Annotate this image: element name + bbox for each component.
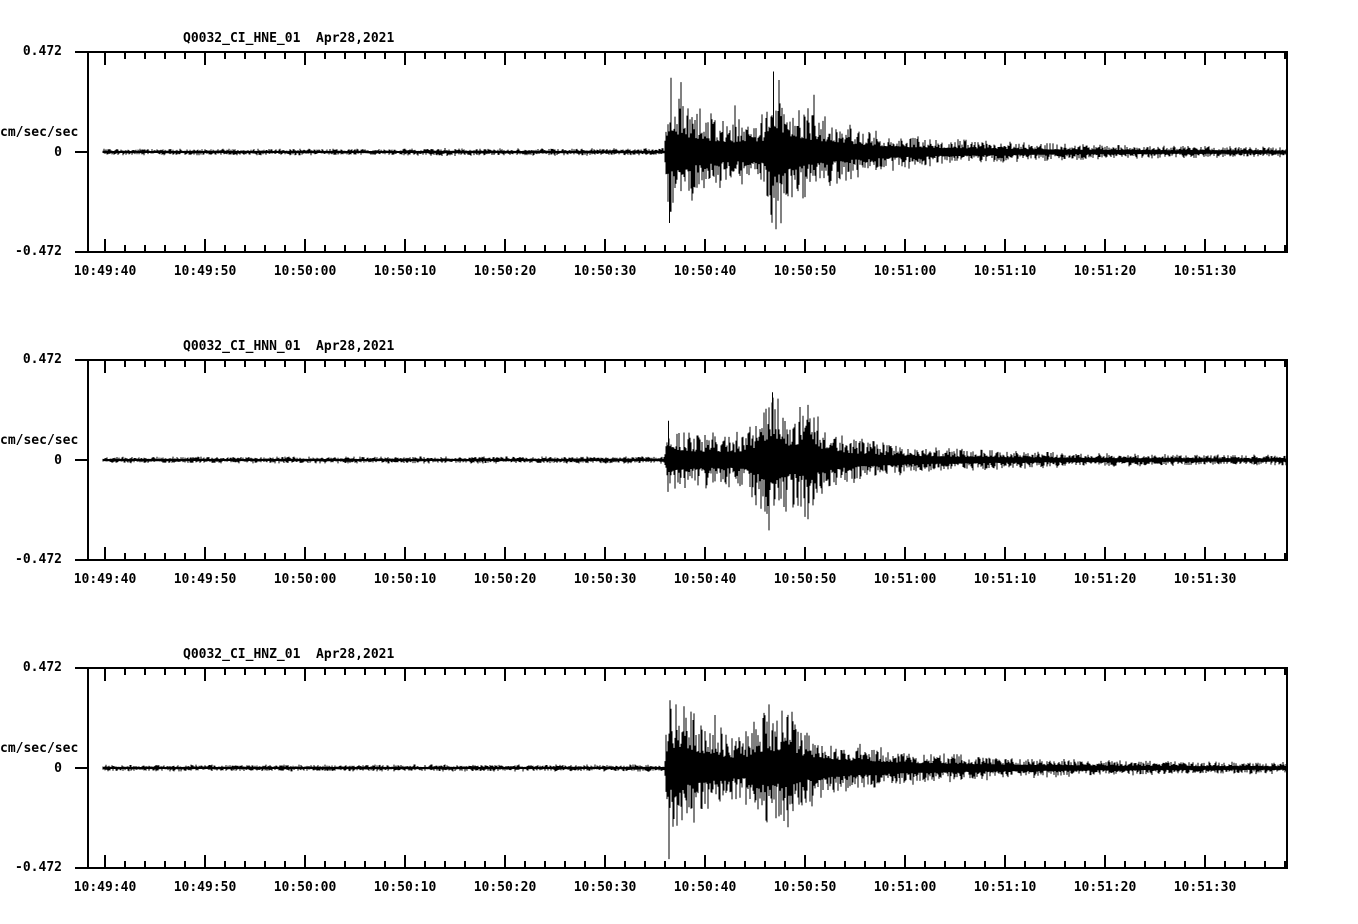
x-axis-tick-label: 10:50:00	[273, 264, 337, 279]
y-axis-zero-label: 0	[54, 453, 62, 468]
x-axis-tick-label: 10:50:30	[573, 572, 637, 587]
x-axis-tick-label: 10:50:40	[673, 880, 737, 895]
plot-title: Q0032_CI_HNN_01 Apr28,2021	[183, 339, 395, 354]
x-axis-ticks	[104, 52, 1286, 252]
waveform-trace	[102, 392, 1287, 531]
x-axis-tick-label: 10:51:20	[1073, 880, 1137, 895]
y-axis-ticks	[75, 667, 88, 869]
y-axis-zero-label: 0	[54, 761, 62, 776]
x-axis-tick-label: 10:49:50	[173, 572, 237, 587]
x-axis-tick-label: 10:49:40	[73, 880, 137, 895]
x-axis-ticks	[104, 668, 1286, 868]
y-axis-min-label: -0.472	[15, 860, 62, 875]
y-axis-max-label: 0.472	[22, 352, 62, 367]
x-axis-tick-label: 10:50:50	[773, 264, 837, 279]
x-axis-tick-label: 10:50:50	[773, 880, 837, 895]
x-axis-tick-label: 10:49:50	[173, 264, 237, 279]
panel-hnz: Q0032_CI_HNZ_01 Apr28,2021 0.472 cm/sec/…	[0, 647, 1358, 899]
x-axis-tick-label: 10:49:40	[73, 264, 137, 279]
x-axis-tick-label: 10:51:30	[1173, 264, 1237, 279]
x-axis-tick-label: 10:51:30	[1173, 572, 1237, 587]
x-axis-tick-label: 10:51:10	[973, 572, 1037, 587]
x-axis-tick-label: 10:49:40	[73, 572, 137, 587]
panel-hnn: Q0032_CI_HNN_01 Apr28,2021 0.472 cm/sec/…	[0, 339, 1358, 591]
x-axis-tick-label: 10:50:10	[373, 264, 437, 279]
x-axis-tick-label: 10:50:30	[573, 264, 637, 279]
x-axis-tick-label: 10:50:00	[273, 880, 337, 895]
y-axis-max-label: 0.472	[22, 660, 62, 675]
x-axis-tick-label: 10:50:50	[773, 572, 837, 587]
x-axis-tick-label: 10:50:20	[473, 264, 537, 279]
x-axis-tick-label: 10:50:10	[373, 880, 437, 895]
x-axis-tick-label: 10:51:10	[973, 264, 1037, 279]
x-axis-tick-label: 10:50:10	[373, 572, 437, 587]
y-axis-unit-label: cm/sec/sec	[0, 125, 79, 140]
x-axis-tick-label: 10:50:30	[573, 880, 637, 895]
y-axis-min-label: -0.472	[15, 552, 62, 567]
plot-title: Q0032_CI_HNE_01 Apr28,2021	[183, 31, 395, 46]
x-axis-tick-label: 10:51:00	[873, 880, 937, 895]
y-axis-unit-label: cm/sec/sec	[0, 741, 79, 756]
x-axis-tick-label: 10:51:00	[873, 572, 937, 587]
x-axis-tick-label: 10:50:40	[673, 264, 737, 279]
x-axis-tick-label: 10:50:40	[673, 572, 737, 587]
x-axis-tick-label: 10:50:20	[473, 572, 537, 587]
y-axis-zero-label: 0	[54, 145, 62, 160]
y-axis-ticks	[75, 51, 88, 253]
x-axis-tick-label: 10:49:50	[173, 880, 237, 895]
panel-hne: Q0032_CI_HNE_01 Apr28,2021 0.472 cm/sec/…	[0, 31, 1358, 283]
plot-title: Q0032_CI_HNZ_01 Apr28,2021	[183, 647, 395, 662]
waveform-trace	[102, 71, 1287, 230]
x-axis-tick-label: 10:51:20	[1073, 572, 1137, 587]
y-axis-min-label: -0.472	[15, 244, 62, 259]
y-axis-unit-label: cm/sec/sec	[0, 433, 79, 448]
x-axis-tick-label: 10:50:20	[473, 880, 537, 895]
x-axis-ticks	[104, 360, 1286, 560]
x-axis-tick-label: 10:51:30	[1173, 880, 1237, 895]
y-axis-max-label: 0.472	[22, 44, 62, 59]
y-axis-ticks	[75, 359, 88, 561]
waveform-trace	[102, 700, 1287, 860]
x-axis-tick-label: 10:51:00	[873, 264, 937, 279]
x-axis-tick-label: 10:51:10	[973, 880, 1037, 895]
x-axis-tick-label: 10:50:00	[273, 572, 337, 587]
x-axis-tick-label: 10:51:20	[1073, 264, 1137, 279]
